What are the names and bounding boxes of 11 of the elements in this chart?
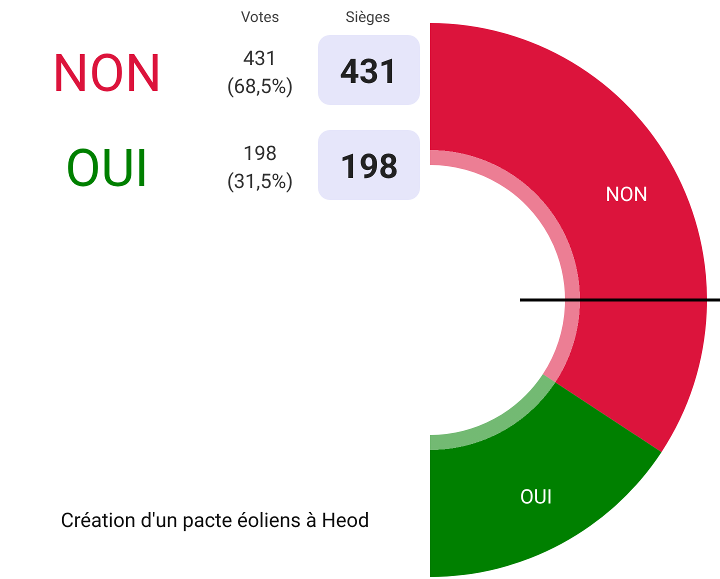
text: Création d'un pacte éoliens à Heod bbox=[60, 508, 370, 532]
category-label: OUI bbox=[65, 138, 149, 199]
text: 198 bbox=[340, 147, 398, 187]
text: Votes bbox=[240, 8, 280, 26]
text: 431 bbox=[340, 52, 398, 92]
text: Sièges bbox=[346, 8, 390, 26]
slice-label: OUI bbox=[520, 484, 552, 509]
slice-label: NON bbox=[606, 182, 648, 206]
text: 431 (68,5%) bbox=[226, 46, 294, 98]
text: 198 (31,5%) bbox=[226, 141, 294, 193]
category-label: NON bbox=[52, 43, 162, 104]
